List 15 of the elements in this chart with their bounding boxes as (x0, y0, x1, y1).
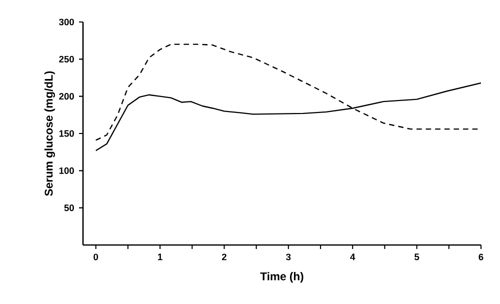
y-tick-label: 300 (59, 18, 74, 26)
x-tick-label: 2 (222, 254, 226, 260)
x-tick-label: 0 (94, 254, 98, 260)
y-tick-label: 100 (59, 167, 74, 174)
x-tick-label: 3 (286, 254, 291, 260)
y-tick-label: 250 (59, 56, 74, 62)
x-tick-label: 1 (158, 254, 162, 260)
y-axis-title: Serum glucose (mg/dL) (44, 71, 56, 196)
y-tick-label: 150 (59, 130, 74, 137)
x-tick-label: 5 (414, 254, 420, 260)
x-axis-title: Time (h) (260, 272, 304, 283)
x-tick-label: 6 (478, 254, 484, 260)
y-tick-label: 50 (64, 204, 74, 212)
x-tick-label: 4 (350, 254, 356, 260)
y-tick-label: 200 (59, 93, 74, 100)
